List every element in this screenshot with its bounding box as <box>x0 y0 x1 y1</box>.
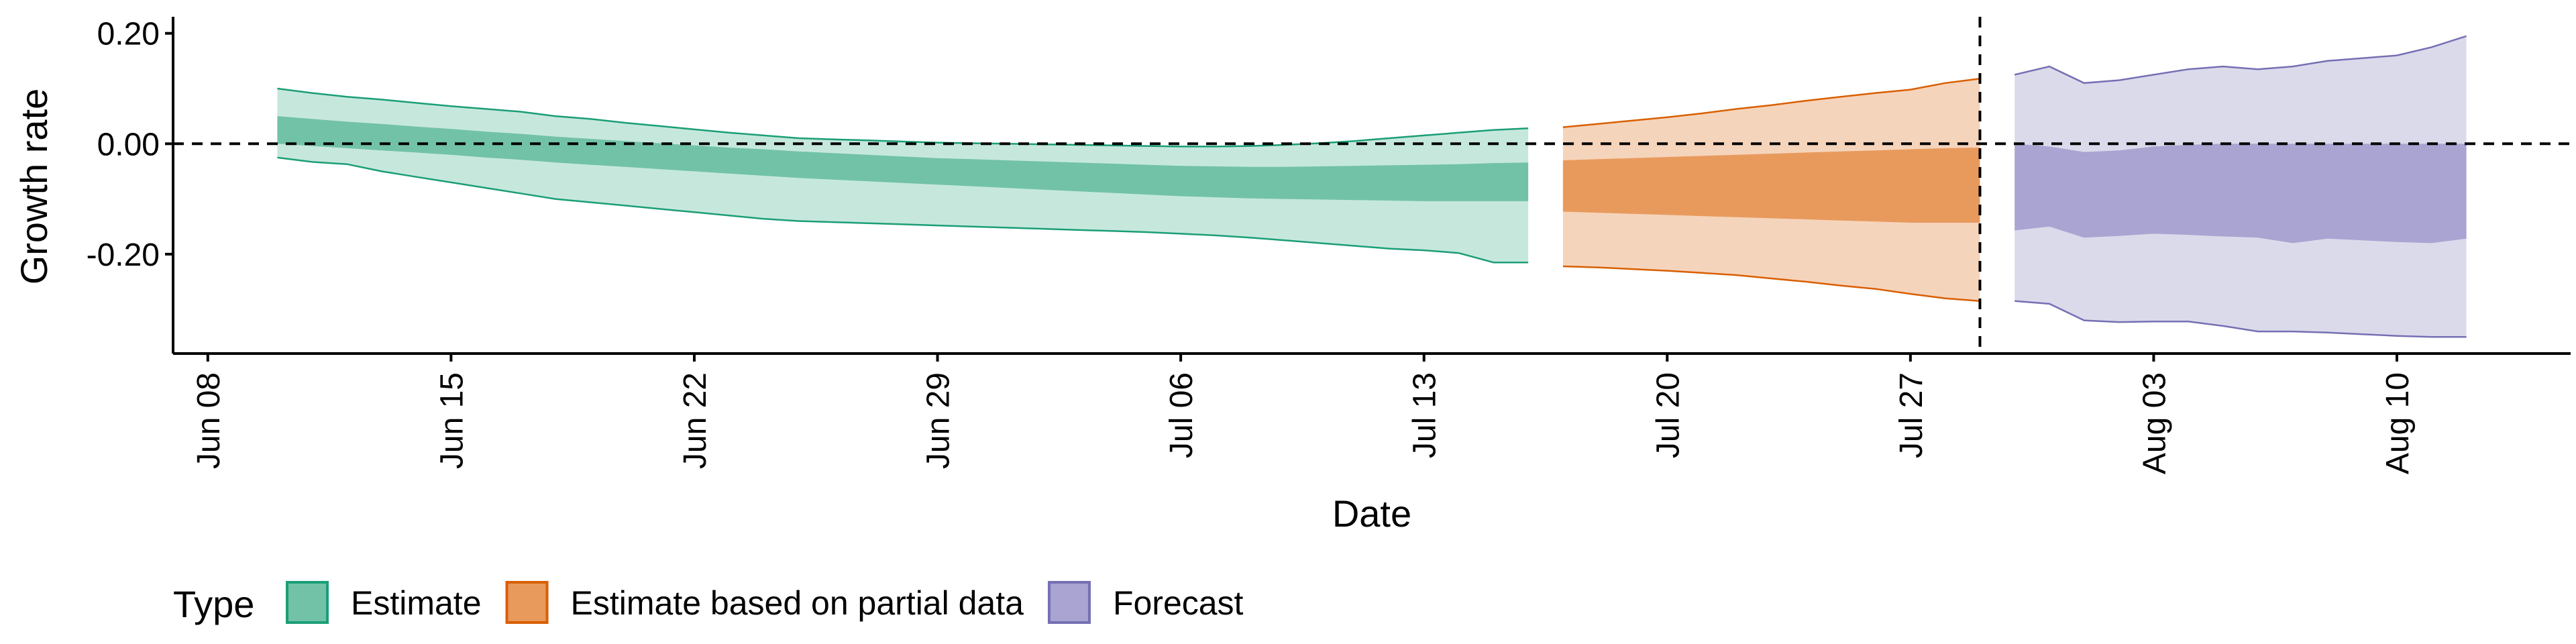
x-tick-label: Jun 08 <box>191 372 227 469</box>
x-tick-label: Aug 03 <box>2137 372 2172 474</box>
y-axis-title: Growth rate <box>13 89 55 285</box>
legend-label-forecast: Forecast <box>1113 584 1244 622</box>
estimate-lower-edge <box>277 156 1529 264</box>
estimate-based-on-partial-data-upper-edge <box>1562 77 1980 128</box>
x-tick-label: Jul 13 <box>1407 372 1443 458</box>
bands-layer <box>277 35 2467 338</box>
legend-swatch-estimate-based-on-partial-data <box>505 581 549 624</box>
legend-swatch-estimate <box>286 581 329 624</box>
y-tick-label: 0.00 <box>97 127 160 162</box>
axes <box>172 17 2571 355</box>
estimate-based-on-partial-data-lower-edge <box>1562 265 1980 303</box>
legend-label-estimate: Estimate <box>351 584 482 622</box>
legend-swatch-forecast <box>1047 581 1091 624</box>
x-tick-label: Jul 27 <box>1894 372 1929 458</box>
x-tick-label: Jul 20 <box>1650 372 1686 458</box>
reference-lines <box>173 17 2571 354</box>
forecast-lower-edge <box>2015 300 2467 338</box>
estimate-inner-band <box>277 116 1529 201</box>
forecast-inner-band <box>2015 144 2467 244</box>
estimate-based-on-partial-data-inner-band <box>1562 148 1980 223</box>
legend-title: Type <box>173 583 254 625</box>
x-tick-label: Aug 10 <box>2380 372 2416 474</box>
legend-label-estimate-based-on-partial-data: Estimate based on partial data <box>571 584 1024 622</box>
y-tick-label: 0.20 <box>97 17 160 52</box>
x-axis-ticks: Jun 08 Jun 15 Jun 22 Jun 29 Jul 06 Jul 13 Jul … <box>191 354 2416 474</box>
legend: Type Estimate Estimate based on partial d… <box>173 581 1244 625</box>
x-tick-label: Jun 15 <box>434 372 470 469</box>
forecast-upper-edge <box>2014 35 2467 85</box>
x-tick-label: Jun 22 <box>678 372 713 469</box>
x-tick-label: Jul 06 <box>1164 372 1199 458</box>
x-tick-label: Jun 29 <box>921 372 957 469</box>
x-axis-title: Date <box>1332 492 1411 535</box>
y-axis-ticks: 0.20 0.00 -0.20 <box>87 17 173 273</box>
y-tick-label: -0.20 <box>87 237 160 273</box>
